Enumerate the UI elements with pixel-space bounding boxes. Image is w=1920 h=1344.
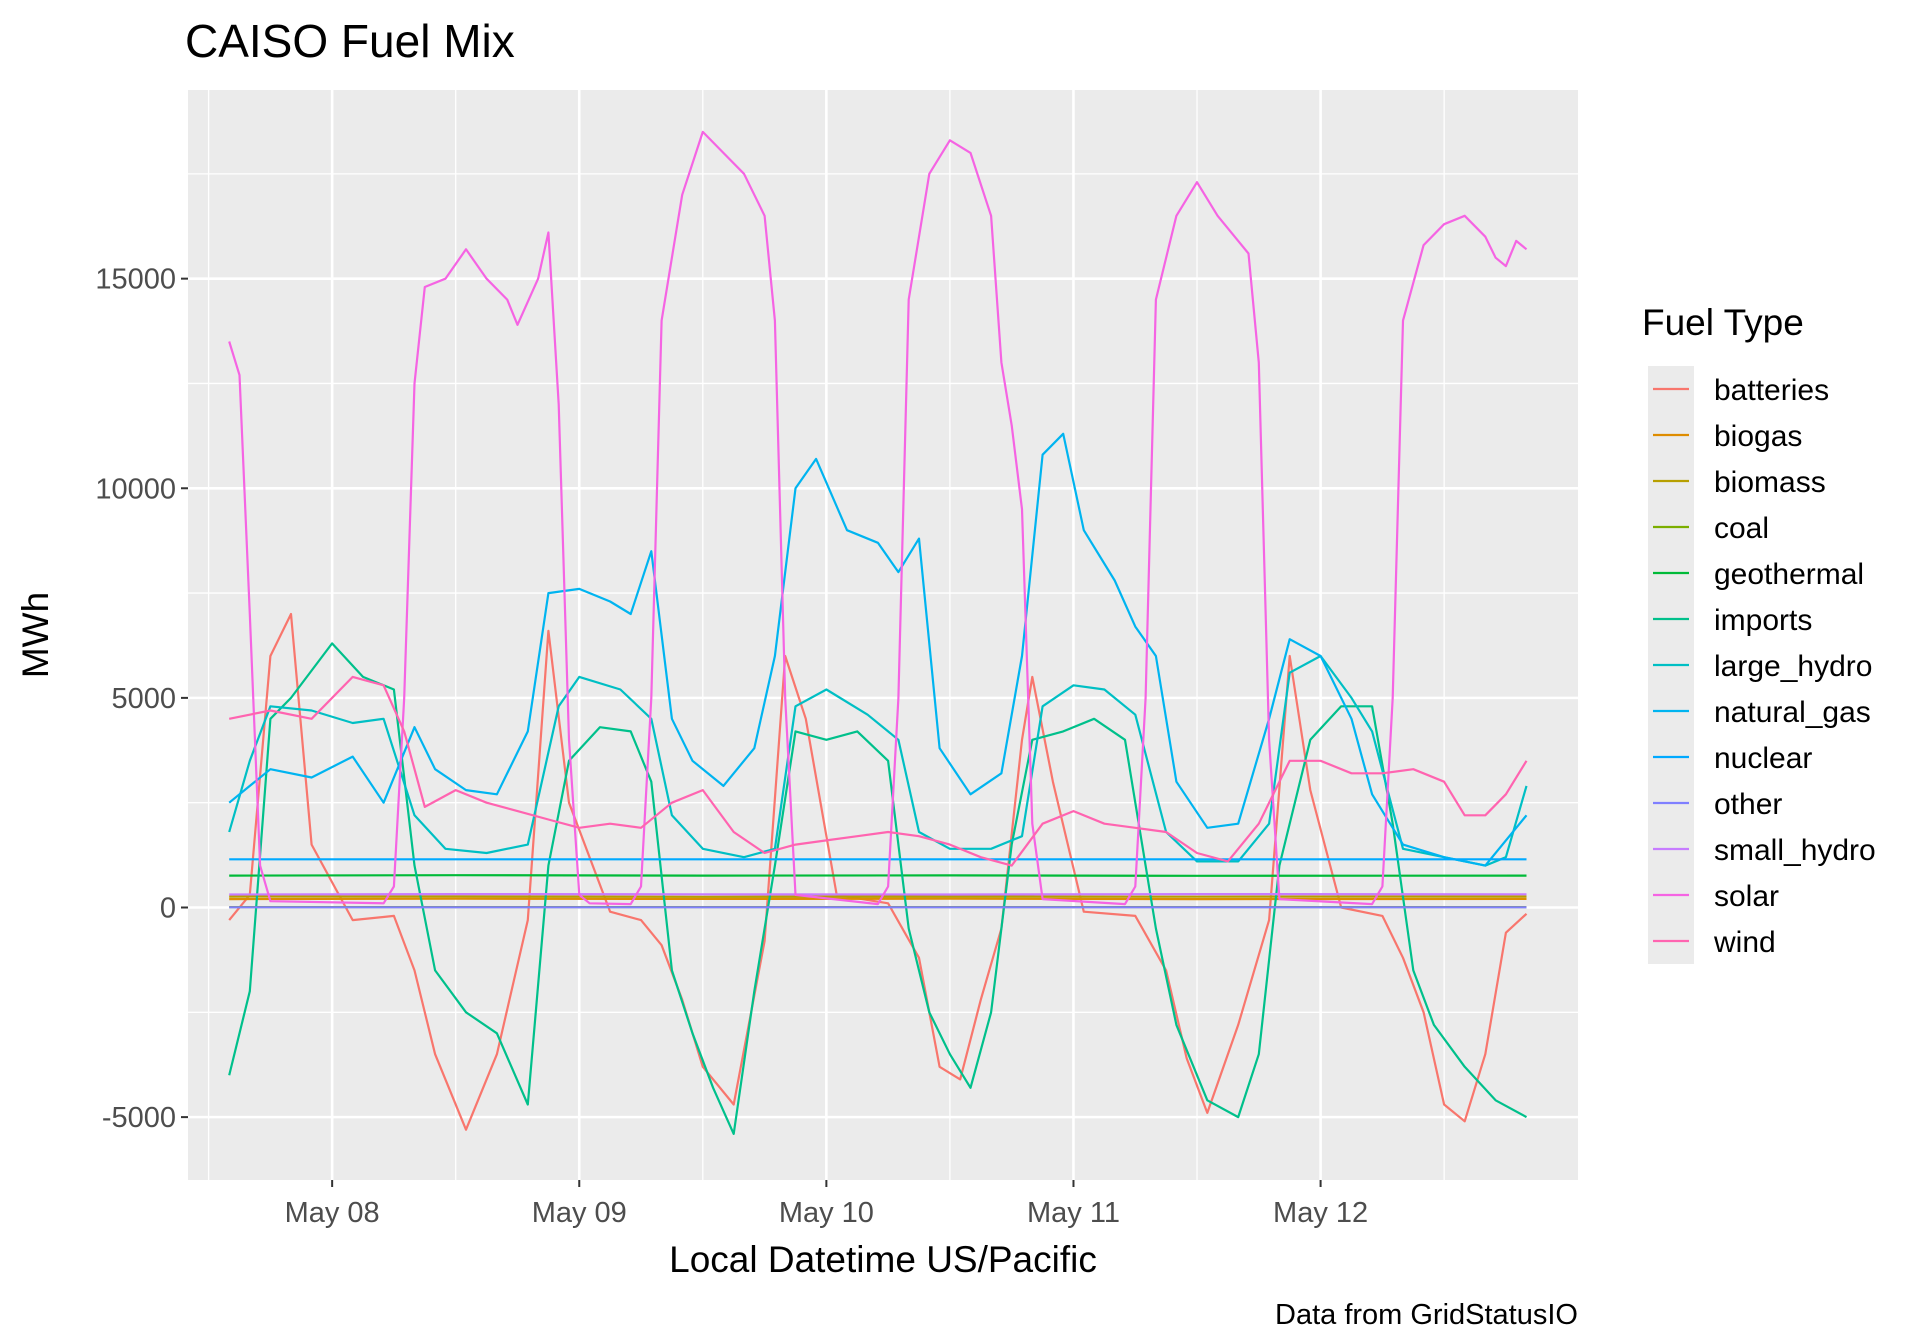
series-lines bbox=[228, 130, 1528, 1135]
legend-label-batteries: batteries bbox=[1714, 374, 1829, 407]
legend-items: batteries biogas biomass coal geothermal impo… bbox=[1648, 366, 1876, 964]
legend-label-nuclear: nuclear bbox=[1714, 742, 1812, 775]
legend-label-solar: solar bbox=[1714, 880, 1779, 913]
y-axis-ticks: -5000 0 5000 10000 15000 bbox=[95, 264, 188, 1134]
x-axis-title: Local Datetime US/Pacific bbox=[669, 1239, 1097, 1280]
x-tick-label: May 08 bbox=[285, 1197, 380, 1229]
legend: Fuel Type batteries biogas biomass coal geot… bbox=[1642, 302, 1876, 964]
chart-title: CAISO Fuel Mix bbox=[185, 15, 515, 67]
chart-caption: Data from GridStatusIO bbox=[1275, 1299, 1578, 1331]
x-axis-ticks: May 08 May 09 May 10 May 11 May 12 bbox=[285, 1180, 1368, 1229]
major-gridlines bbox=[188, 90, 1578, 1180]
series-line-solar bbox=[228, 130, 1528, 906]
legend-label-coal: coal bbox=[1714, 512, 1769, 545]
legend-label-large_hydro: large_hydro bbox=[1714, 650, 1872, 683]
y-axis-title: MWh bbox=[15, 592, 56, 678]
x-tick-label: May 09 bbox=[532, 1197, 627, 1229]
legend-title: Fuel Type bbox=[1642, 302, 1804, 343]
x-tick-label: May 12 bbox=[1273, 1197, 1368, 1229]
legend-label-biogas: biogas bbox=[1714, 420, 1802, 453]
series-line-batteries bbox=[228, 612, 1528, 1131]
plot-panel bbox=[188, 90, 1578, 1180]
legend-label-geothermal: geothermal bbox=[1714, 558, 1864, 591]
series-line-imports bbox=[228, 642, 1528, 1135]
legend-label-small_hydro: small_hydro bbox=[1714, 834, 1876, 867]
y-tick-label: 0 bbox=[160, 893, 176, 925]
y-tick-label: 5000 bbox=[111, 683, 176, 715]
legend-label-biomass: biomass bbox=[1714, 466, 1826, 499]
y-tick-label: 15000 bbox=[95, 264, 176, 296]
legend-label-natural_gas: natural_gas bbox=[1714, 696, 1871, 729]
x-tick-label: May 11 bbox=[1027, 1197, 1120, 1229]
y-tick-label: 10000 bbox=[95, 473, 176, 505]
legend-label-imports: imports bbox=[1714, 604, 1812, 637]
series-line-geothermal bbox=[229, 874, 1527, 877]
legend-label-wind: wind bbox=[1713, 926, 1776, 959]
x-tick-label: May 10 bbox=[779, 1197, 874, 1229]
y-tick-label: -5000 bbox=[102, 1102, 176, 1134]
series-line-wind bbox=[228, 675, 1528, 867]
minor-gridlines bbox=[188, 90, 1578, 1180]
legend-label-other: other bbox=[1714, 788, 1782, 821]
